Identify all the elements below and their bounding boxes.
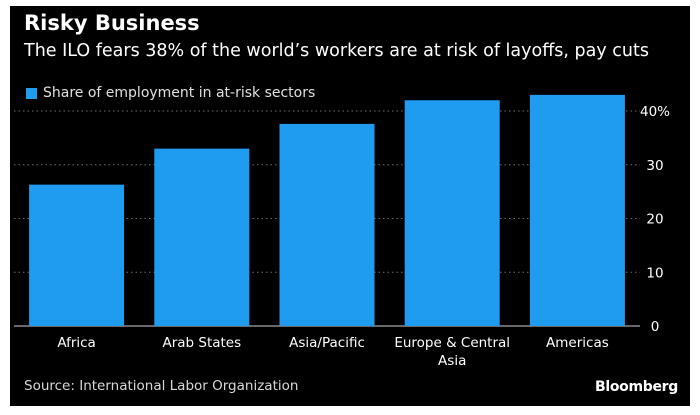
bar [154, 148, 250, 326]
bar [29, 184, 125, 326]
y-tick-label: 20 [646, 212, 663, 228]
bar [404, 100, 500, 326]
x-tick-label: Arab States [162, 335, 241, 351]
x-tick-label: Africa [57, 335, 96, 351]
legend: Share of employment in at-risk sectors [26, 84, 315, 102]
y-tick-label: 10 [646, 265, 663, 281]
bar [529, 94, 625, 326]
x-tick-label: Americas [546, 335, 609, 351]
legend-swatch [26, 87, 37, 99]
chart-title: Risky Business [24, 11, 200, 35]
chart-panel: Risky Business The ILO fears 38% of the … [10, 6, 690, 406]
bloomberg-logo: Bloomberg [594, 379, 678, 395]
chart-subtitle: The ILO fears 38% of the world’s workers… [24, 41, 649, 61]
x-tick-label: Europe & Central Asia [394, 335, 510, 369]
y-tick-label: 0 [651, 319, 660, 335]
bar [279, 123, 375, 327]
source-note: Source: International Labor Organization [24, 378, 299, 394]
legend-label: Share of employment in at-risk sectors [43, 85, 316, 101]
y-tick-label: 30 [646, 158, 663, 174]
y-tick-label: 40% [640, 104, 670, 120]
x-tick-label: Asia/Pacific [289, 335, 365, 351]
bar-chart: 0 10 20 30 40% Africa Arab States Asia/Pacific E… [14, 94, 670, 369]
